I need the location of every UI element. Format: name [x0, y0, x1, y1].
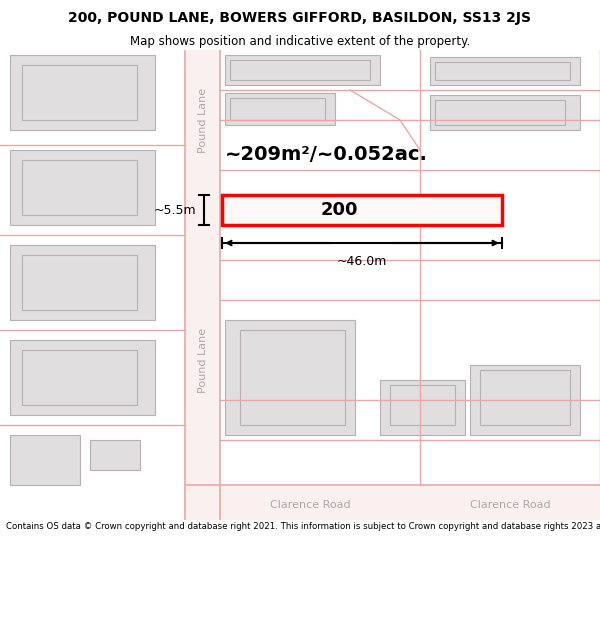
Bar	[185, 485, 600, 520]
Bar	[435, 62, 570, 80]
Text: ~46.0m: ~46.0m	[337, 255, 387, 268]
Bar	[470, 365, 580, 435]
Text: ~209m²/~0.052ac.: ~209m²/~0.052ac.	[225, 146, 428, 164]
Bar	[430, 57, 580, 85]
Bar	[22, 350, 137, 405]
Bar	[222, 195, 502, 225]
Bar	[435, 100, 565, 125]
Bar	[225, 93, 335, 125]
Text: ~5.5m: ~5.5m	[154, 204, 196, 216]
Bar	[10, 340, 155, 415]
Bar	[90, 440, 140, 470]
Bar	[22, 255, 137, 310]
Bar	[10, 245, 155, 320]
Bar	[10, 435, 80, 485]
Bar	[240, 330, 345, 425]
Text: Pound Lane: Pound Lane	[197, 88, 208, 152]
Text: Contains OS data © Crown copyright and database right 2021. This information is : Contains OS data © Crown copyright and d…	[6, 522, 600, 531]
Bar	[230, 98, 325, 120]
Bar	[230, 60, 370, 80]
Text: Map shows position and indicative extent of the property.: Map shows position and indicative extent…	[130, 35, 470, 48]
Bar	[225, 55, 380, 85]
Bar	[480, 370, 570, 425]
Text: Pound Lane: Pound Lane	[197, 328, 208, 392]
Text: 200: 200	[321, 201, 358, 219]
Bar	[10, 150, 155, 225]
Bar	[10, 55, 155, 130]
Bar	[225, 320, 355, 435]
Bar	[22, 65, 137, 120]
Bar	[22, 160, 137, 215]
Bar	[380, 380, 465, 435]
Bar	[430, 95, 580, 130]
Bar	[185, 50, 220, 520]
Text: 200, POUND LANE, BOWERS GIFFORD, BASILDON, SS13 2JS: 200, POUND LANE, BOWERS GIFFORD, BASILDO…	[68, 11, 532, 25]
Text: Clarence Road: Clarence Road	[470, 500, 550, 510]
Bar	[390, 385, 455, 425]
Text: Clarence Road: Clarence Road	[269, 500, 350, 510]
